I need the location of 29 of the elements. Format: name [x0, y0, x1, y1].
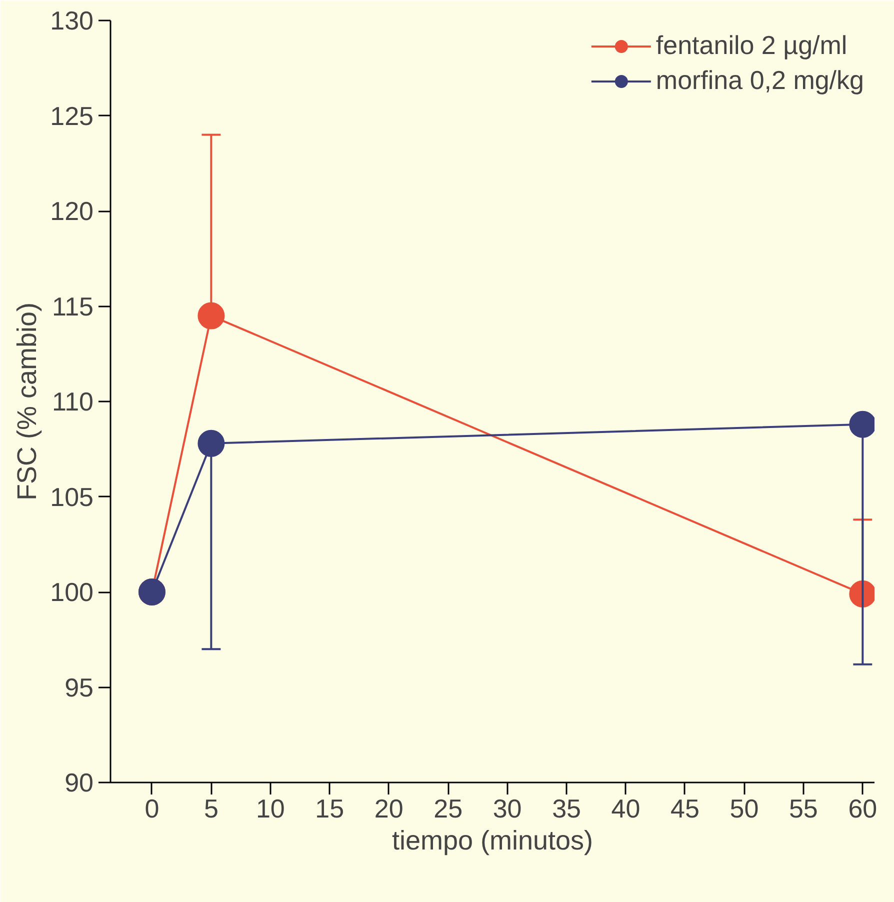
legend-label: fentanilo 2 µg/ml: [656, 30, 848, 61]
x-tick-label: 55: [788, 794, 818, 824]
y-tick-label: 90: [64, 768, 94, 798]
point: [849, 580, 874, 608]
point: [198, 430, 225, 457]
x-axis-title: tiempo (minutos): [392, 826, 594, 856]
y-tick-label: 105: [50, 482, 94, 512]
x-tick-label: 15: [315, 794, 344, 824]
legend-label: morfina 0,2 mg/kg: [656, 65, 864, 96]
x-tick-label: 45: [670, 794, 700, 824]
y-tick-label: 115: [52, 291, 94, 322]
y-axis-title: FSC (% cambio): [12, 302, 42, 501]
x-tick-label: 20: [374, 794, 404, 824]
x-tick-label: 5: [204, 794, 218, 824]
y-tick-label: 100: [50, 577, 94, 607]
y-tick-label: 125: [50, 100, 94, 131]
y-tick-label: 130: [50, 6, 94, 36]
x-tick-label: 30: [492, 794, 522, 824]
y-tick-label: 120: [50, 196, 94, 226]
x-tick-label: 25: [434, 794, 463, 824]
x-tick-label: 35: [552, 794, 581, 824]
y-tick-label: 110: [52, 386, 94, 416]
x-tick-label: 0: [144, 794, 160, 824]
point: [198, 302, 225, 330]
x-tick-label: 50: [730, 794, 759, 824]
x-tick-label: 40: [611, 794, 640, 824]
y-tick-label: 95: [64, 672, 94, 702]
x-tick-label: 10: [256, 794, 285, 824]
x-tick-label: 60: [848, 794, 878, 824]
